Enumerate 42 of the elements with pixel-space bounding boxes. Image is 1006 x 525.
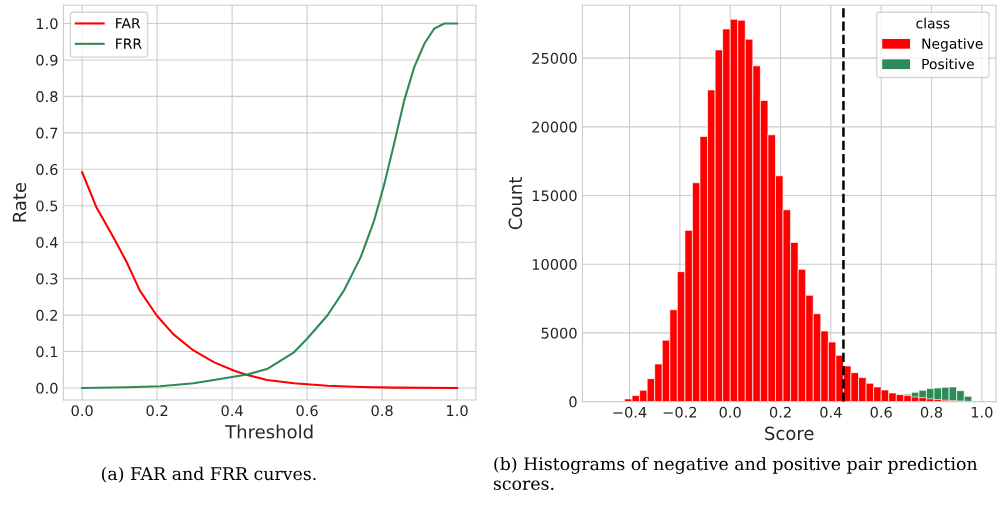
text: (b) Histograms of negative and positive pair prediction scores.	[493, 456, 978, 491]
x-axis-title: Score	[765, 426, 814, 441]
y-tick-label: 0.3	[36, 273, 58, 285]
text: (a) FAR and FRR curves.	[101, 466, 316, 483]
y-tick-label: 0.6	[36, 164, 58, 176]
y-tick-label: 0	[569, 396, 577, 408]
x-tick-label: 0.6	[870, 406, 892, 418]
x-tick-label: 0.4	[221, 405, 243, 417]
x-tick-label: 0.8	[371, 405, 393, 417]
legend-label: FRR	[116, 38, 142, 49]
y-tick-label: 15000	[532, 190, 577, 202]
x-tick-label: 0.0	[719, 406, 741, 418]
y-tick-label: 0.4	[36, 236, 58, 248]
y-tick-label: 0.1	[36, 346, 58, 358]
y-tick-label: 25000	[532, 52, 577, 64]
x-tick-label: −0.4	[613, 406, 647, 418]
x-tick-label: −0.2	[663, 406, 697, 418]
y-axis-title: Rate	[12, 182, 27, 222]
x-axis-title: Threshold	[225, 424, 313, 439]
x-tick-label: 1.0	[971, 406, 993, 418]
x-tick-label: 0.2	[769, 406, 791, 418]
y-tick-label: 0.5	[36, 200, 58, 212]
x-tick-label: 0.2	[146, 405, 168, 417]
y-tick-label: 0.2	[36, 309, 58, 321]
y-tick-label: 1.0	[36, 18, 58, 30]
legend-label: FAR	[116, 18, 141, 29]
legend-label: Positive	[922, 58, 974, 70]
legend-label: Negative	[922, 38, 983, 52]
y-tick-label: 10000	[532, 258, 577, 270]
y-tick-label: 0.8	[36, 91, 58, 103]
x-tick-label: 0.4	[820, 406, 842, 418]
x-tick-label: 1.0	[447, 405, 468, 417]
x-tick-label: 0.0	[71, 405, 93, 417]
y-tick-label: 0.0	[36, 382, 58, 394]
x-tick-label: 0.8	[920, 406, 943, 418]
y-tick-label: 20000	[532, 121, 577, 133]
x-tick-label: 0.6	[296, 405, 318, 417]
y-axis-title: Count	[508, 177, 523, 230]
legend-title: class	[916, 17, 950, 29]
y-tick-label: 0.7	[36, 127, 58, 139]
y-tick-label: 0.9	[36, 54, 58, 66]
y-tick-label: 5000	[541, 327, 577, 339]
